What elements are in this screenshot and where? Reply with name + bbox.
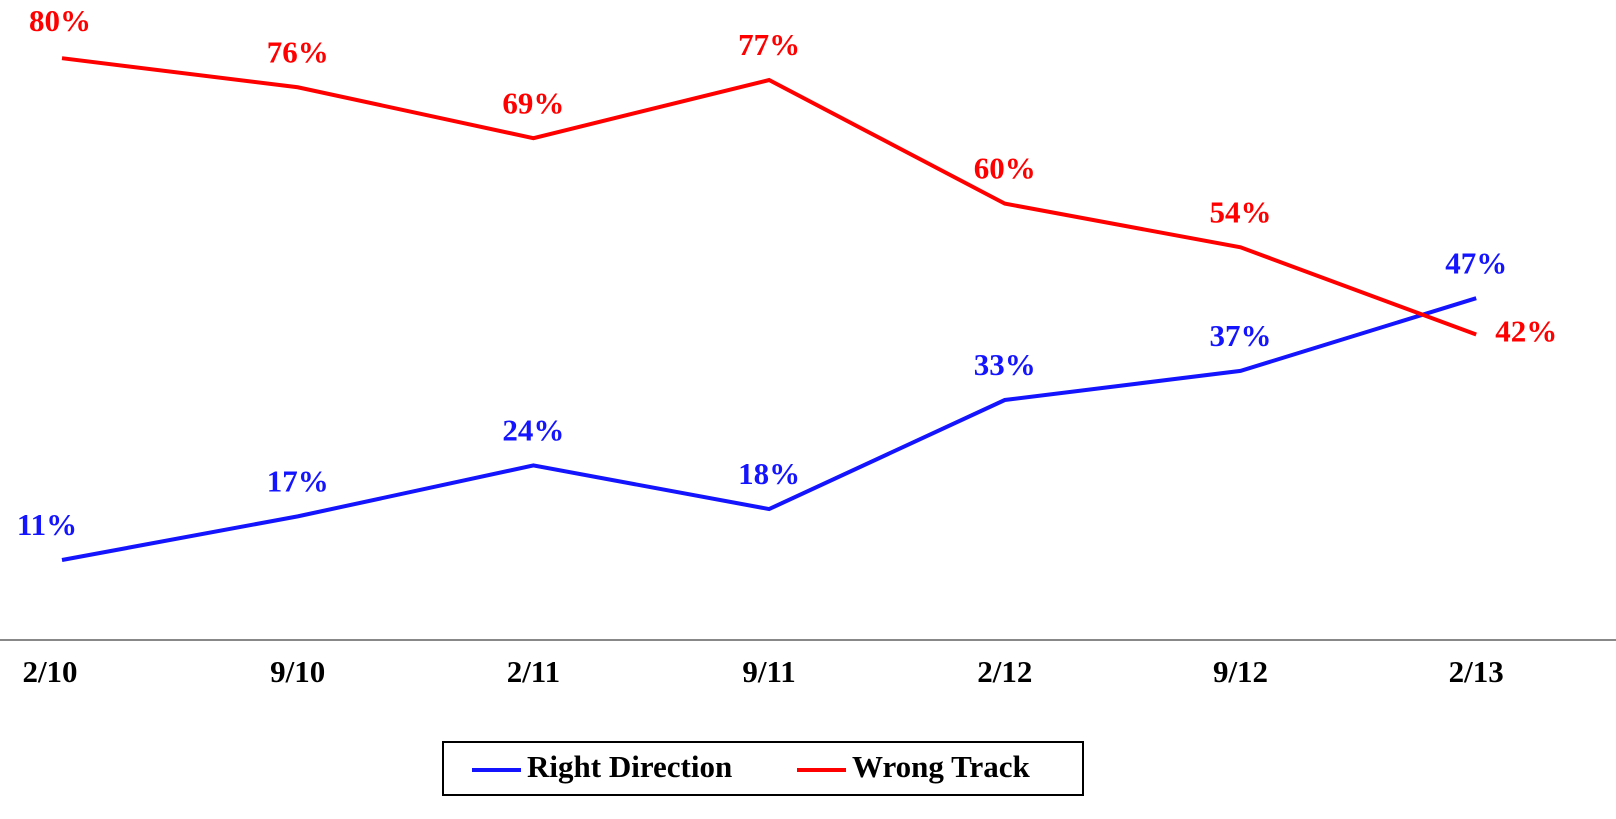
data-label: 76% <box>267 34 329 69</box>
data-label: 24% <box>502 413 564 448</box>
data-label: 33% <box>974 347 1036 382</box>
data-label: 11% <box>17 507 77 542</box>
legend-label: Wrong Track <box>852 749 1030 784</box>
data-label: 42% <box>1495 314 1557 349</box>
data-label: 80% <box>29 3 91 38</box>
legend-label: Right Direction <box>527 749 732 784</box>
x-tick-label: 9/12 <box>1213 654 1268 689</box>
x-tick-label: 2/13 <box>1449 654 1504 689</box>
data-label: 17% <box>267 463 329 498</box>
data-label: 77% <box>738 27 800 62</box>
data-label: 47% <box>1445 245 1507 280</box>
x-tick-label: 2/10 <box>22 654 77 689</box>
x-tick-label: 9/10 <box>270 654 325 689</box>
x-tick-label: 2/12 <box>977 654 1032 689</box>
x-tick-label: 9/11 <box>742 654 795 689</box>
series-line <box>61 296 1477 562</box>
series-line <box>61 56 1477 337</box>
data-label: 18% <box>738 456 800 491</box>
x-tick-label: 2/11 <box>507 654 560 689</box>
data-label: 69% <box>502 85 564 120</box>
data-label: 54% <box>1210 194 1272 229</box>
legend-box <box>442 741 1084 796</box>
data-label: 37% <box>1210 318 1272 353</box>
data-label: 60% <box>974 151 1036 186</box>
